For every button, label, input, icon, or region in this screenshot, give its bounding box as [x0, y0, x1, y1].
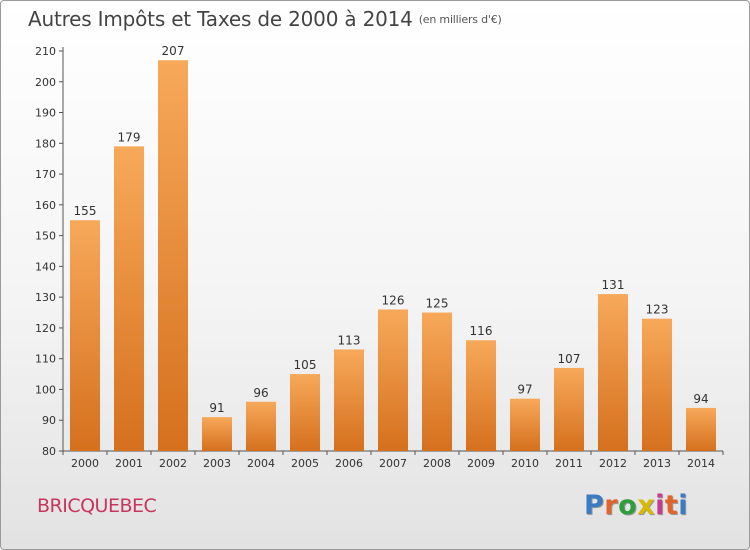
bar	[202, 417, 232, 451]
y-tick-label: 200	[35, 76, 56, 89]
logo-letter: i	[655, 490, 665, 521]
bar-value-label: 131	[602, 278, 625, 292]
chart-title: Autres Impôts et Taxes de 2000 à 2014 (en…	[28, 7, 502, 31]
proxiti-logo: Proxiti	[584, 490, 688, 521]
x-tick-label: 2014	[687, 457, 715, 470]
bar	[70, 220, 100, 451]
y-tick-label: 140	[35, 260, 56, 273]
x-tick-label: 2009	[467, 457, 495, 470]
bar-value-label: 94	[693, 392, 708, 406]
bar-value-label: 105	[294, 358, 317, 372]
y-tick-label: 150	[35, 230, 56, 243]
x-tick-label: 2010	[511, 457, 539, 470]
y-tick-label: 90	[42, 414, 56, 427]
bar-value-label: 107	[558, 352, 581, 366]
city-name: BRICQUEBEC	[37, 495, 157, 517]
x-tick-label: 2012	[599, 457, 627, 470]
bar	[598, 294, 628, 451]
x-tick-label: 2008	[423, 457, 451, 470]
y-tick-label: 180	[35, 137, 56, 150]
bar	[158, 60, 188, 451]
y-tick-label: 100	[35, 383, 56, 396]
logo-letter: i	[678, 490, 689, 521]
bar	[114, 146, 144, 451]
bar-value-label: 97	[517, 383, 532, 397]
bar	[334, 349, 364, 451]
x-tick-label: 2000	[71, 457, 99, 470]
bar-value-label: 91	[209, 401, 224, 415]
y-tick-label: 190	[35, 107, 56, 120]
bar	[246, 401, 276, 451]
bar-value-label: 125	[426, 297, 449, 311]
x-tick-label: 2003	[203, 457, 231, 470]
bar	[290, 374, 320, 451]
y-tick-label: 80	[42, 445, 56, 458]
chart-unit: (en milliers d'€)	[418, 13, 502, 26]
bar	[466, 340, 496, 451]
chart-title-text: Autres Impôts et Taxes de 2000 à 2014	[28, 7, 413, 31]
logo-letter: r	[604, 490, 619, 521]
bar-value-label: 123	[646, 303, 669, 317]
bar-value-label: 113	[338, 333, 361, 347]
x-tick-label: 2002	[159, 457, 187, 470]
bar	[422, 312, 452, 451]
bar	[686, 407, 716, 451]
y-tick-label: 120	[35, 322, 56, 335]
x-tick-label: 2013	[643, 457, 671, 470]
bar	[642, 318, 672, 451]
y-tick-label: 130	[35, 291, 56, 304]
bar-value-label: 116	[470, 324, 493, 338]
x-tick-label: 2004	[247, 457, 275, 470]
bar	[554, 367, 584, 451]
logo-letter: x	[637, 490, 656, 521]
x-tick-label: 2001	[115, 457, 143, 470]
y-tick-label: 170	[35, 168, 56, 181]
x-tick-label: 2006	[335, 457, 363, 470]
x-tick-label: 2011	[555, 457, 583, 470]
y-tick-label: 160	[35, 199, 56, 212]
logo-letter: P	[584, 490, 605, 521]
bar-value-label: 126	[382, 293, 405, 307]
x-tick-label: 2007	[379, 457, 407, 470]
bar	[510, 398, 540, 451]
y-tick-label: 210	[35, 45, 56, 58]
logo-letter: t	[664, 490, 679, 521]
bar-value-label: 207	[162, 44, 185, 58]
bar-value-label: 96	[253, 386, 268, 400]
y-tick-label: 110	[35, 353, 56, 366]
bar-value-label: 155	[74, 204, 97, 218]
bar-value-label: 179	[118, 130, 141, 144]
logo-letter: o	[618, 490, 638, 521]
bar	[378, 309, 408, 451]
x-tick-label: 2005	[291, 457, 319, 470]
